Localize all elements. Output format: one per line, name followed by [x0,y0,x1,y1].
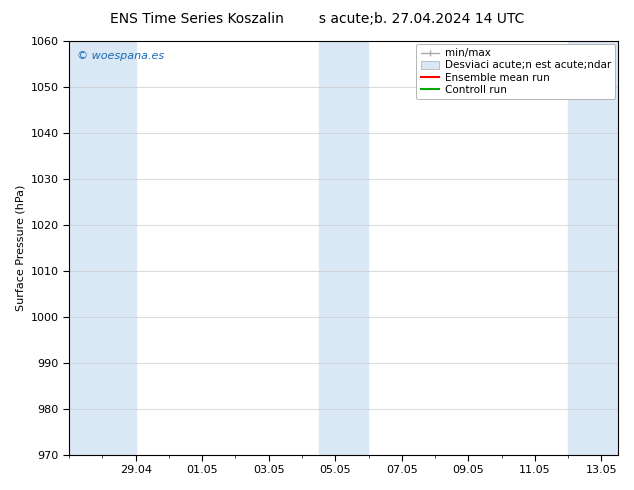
Bar [69,41,136,455]
Text: ENS Time Series Koszalin        s acute;b. 27.04.2024 14 UTC: ENS Time Series Koszalin s acute;b. 27.0… [110,12,524,26]
Y-axis label: Surface Pressure (hPa): Surface Pressure (hPa) [15,185,25,311]
Bar [319,41,368,455]
Bar [568,41,618,455]
Text: © woespana.es: © woespana.es [77,51,164,61]
Legend: min/max, Desviaci acute;n est acute;ndar, Ensemble mean run, Controll run: min/max, Desviaci acute;n est acute;ndar… [417,44,615,99]
